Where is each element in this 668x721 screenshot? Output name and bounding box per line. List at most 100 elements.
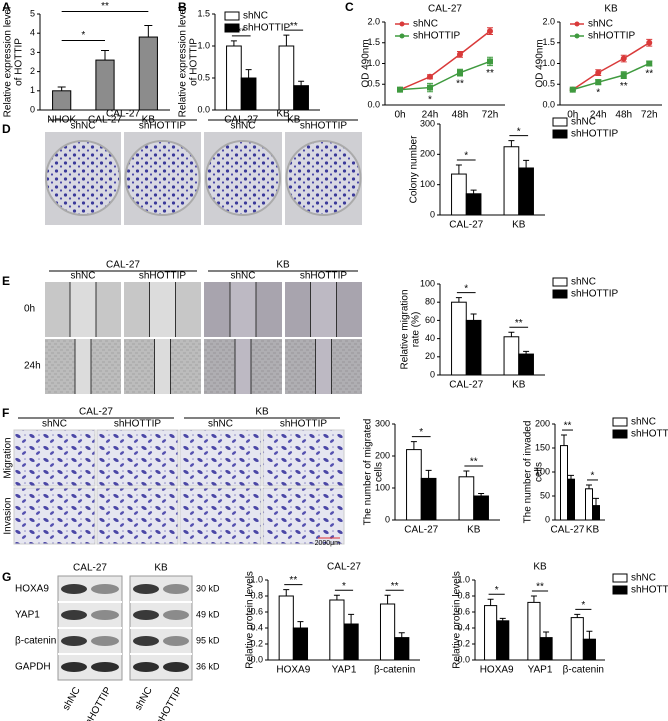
marker bbox=[646, 60, 653, 67]
legend-label: shHOTTIP bbox=[413, 31, 461, 42]
y-tick-label: 1.0 bbox=[250, 574, 263, 584]
legend-marker bbox=[574, 33, 580, 39]
wound-gap bbox=[235, 339, 251, 394]
band bbox=[163, 662, 189, 672]
band bbox=[91, 636, 119, 646]
error-bar bbox=[245, 69, 252, 78]
y-tick-label: 0.0 bbox=[457, 654, 470, 664]
protein-label: HOXA9 bbox=[15, 584, 49, 595]
chart-title: KB bbox=[604, 4, 618, 15]
y-tick-label: 100 bbox=[420, 179, 435, 189]
bar bbox=[473, 495, 489, 521]
band bbox=[163, 636, 189, 646]
y-axis-label: cells bbox=[374, 462, 385, 482]
y-tick-label: 0.2 bbox=[457, 638, 470, 648]
size-label: 49 kD bbox=[196, 609, 220, 619]
x-tick-label: 48h bbox=[452, 110, 469, 121]
y-axis-label: The number of invaded bbox=[523, 421, 534, 524]
x-tick-label: KB bbox=[512, 220, 526, 231]
panel-letter: C bbox=[345, 0, 354, 14]
bar bbox=[465, 319, 482, 376]
size-label: 30 kD bbox=[196, 583, 220, 593]
y-tick-label: 0 bbox=[430, 209, 435, 219]
chart-title: CAL-27 bbox=[327, 562, 361, 573]
x-tick-label: HOXA9 bbox=[276, 665, 310, 676]
band bbox=[61, 662, 87, 672]
y-tick-label: 0.5 bbox=[542, 79, 555, 89]
bar bbox=[518, 353, 534, 376]
error-bar bbox=[593, 497, 599, 506]
error-bar bbox=[568, 474, 574, 480]
y-tick-label: 1.0 bbox=[457, 574, 470, 584]
legend-label: shNC bbox=[571, 277, 596, 288]
significance-label: ** bbox=[536, 582, 544, 593]
error-bar bbox=[470, 189, 477, 194]
significance-label: * bbox=[591, 471, 595, 482]
x-tick-label: CAL-27 bbox=[449, 220, 483, 231]
photo bbox=[13, 487, 96, 545]
dish bbox=[285, 140, 362, 216]
error-bar bbox=[543, 631, 550, 638]
wound-edge bbox=[154, 339, 171, 394]
time-label: 0h bbox=[24, 304, 35, 315]
protein-label: YAP1 bbox=[15, 610, 40, 621]
y-tick-label: 0 bbox=[30, 104, 35, 114]
bar bbox=[570, 617, 584, 661]
bar bbox=[484, 605, 498, 661]
cell-line-label: KB bbox=[255, 407, 269, 418]
y-tick-label: 1.0 bbox=[542, 58, 555, 68]
band bbox=[163, 610, 189, 620]
wound-edge bbox=[229, 282, 257, 337]
cell-line-label: KB bbox=[154, 563, 168, 574]
panel-letter: D bbox=[2, 122, 11, 136]
significance-label: * bbox=[517, 126, 521, 137]
x-tick-label: 0h bbox=[394, 110, 405, 121]
legend-swatch bbox=[612, 417, 628, 427]
x-tick-label: KB bbox=[512, 380, 526, 391]
y-tick-label: 80 bbox=[425, 297, 435, 307]
error-bar bbox=[425, 469, 432, 479]
bar bbox=[465, 193, 482, 216]
legend-marker bbox=[399, 21, 405, 27]
y-axis-label: rate (%) bbox=[411, 312, 422, 348]
legend-label: shNC bbox=[413, 19, 438, 30]
group-label: shNC bbox=[133, 685, 155, 712]
significance-label: * bbox=[495, 585, 499, 596]
error-bar bbox=[298, 80, 305, 86]
error-bar bbox=[586, 630, 593, 640]
bar bbox=[329, 599, 345, 661]
wound-edge bbox=[69, 282, 97, 337]
band bbox=[133, 584, 159, 594]
x-tick-label: CAL-27 bbox=[404, 525, 438, 536]
error-bar bbox=[487, 598, 494, 606]
group-label: shNC bbox=[61, 685, 83, 712]
y-axis-label: OD 490nm bbox=[361, 39, 372, 87]
legend-swatch bbox=[552, 277, 568, 287]
error-bar bbox=[463, 470, 470, 477]
y-tick-label: 40 bbox=[425, 333, 435, 343]
y-tick-label: 5 bbox=[30, 8, 35, 18]
y-tick-label: 60 bbox=[425, 315, 435, 325]
error-bar bbox=[283, 34, 290, 46]
y-tick-label: 0 bbox=[545, 514, 550, 524]
chart-title: CAL-27 bbox=[428, 4, 462, 15]
bar bbox=[527, 601, 541, 661]
x-tick-label: β-catenin bbox=[374, 665, 415, 676]
x-tick-label: KB bbox=[467, 525, 481, 536]
group-label: shHOTTIP bbox=[300, 271, 348, 282]
row-label: Invasion bbox=[3, 497, 14, 534]
legend-label: shHOTTIP bbox=[571, 289, 619, 300]
photo bbox=[262, 487, 345, 545]
group-label: shNC bbox=[42, 419, 67, 430]
significance-label: ** bbox=[290, 21, 298, 32]
error-bar bbox=[101, 49, 109, 61]
bar bbox=[343, 623, 359, 661]
y-axis-label: Relative expression level bbox=[3, 7, 14, 118]
bar bbox=[278, 595, 294, 661]
photo bbox=[179, 429, 262, 487]
significance-label: ** bbox=[289, 575, 297, 586]
bar bbox=[560, 445, 568, 521]
y-tick-label: 100 bbox=[535, 466, 550, 476]
line bbox=[399, 30, 491, 91]
marker bbox=[487, 28, 493, 35]
